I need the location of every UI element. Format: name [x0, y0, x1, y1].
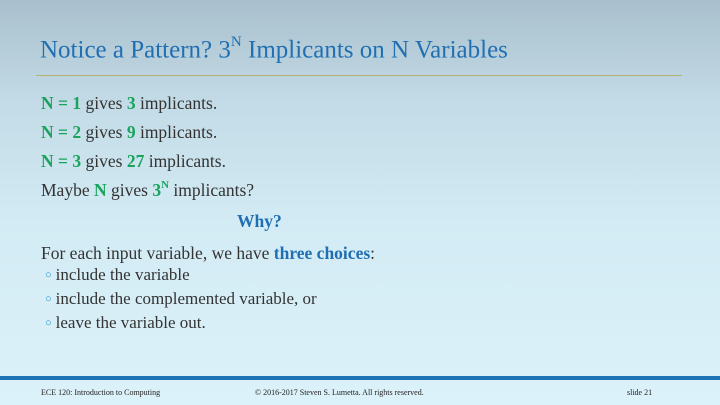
title-prefix: Notice a Pattern? 3	[40, 36, 231, 64]
text: gives	[81, 151, 127, 171]
text: implicants.	[135, 122, 218, 142]
pattern-line-3: N = 3 gives 27 implicants.	[41, 151, 226, 172]
title-superscript: N	[230, 34, 242, 50]
pattern-line-2: N = 2 gives 9 implicants.	[41, 122, 217, 143]
title-suffix: Implicants on N Variables	[241, 36, 508, 64]
bullet-text: leave the variable out.	[55, 313, 206, 332]
maybe-line: Maybe N gives 3N implicants?	[41, 179, 255, 201]
text: implicants?	[169, 180, 255, 200]
n-value: N = 2	[41, 122, 82, 142]
text: implicants.	[135, 93, 218, 113]
footer-copyright: © 2016-2017 Steven S. Lumetta. All right…	[255, 388, 424, 397]
n-value: N	[93, 180, 107, 200]
circle-bullet-icon: ○	[45, 293, 52, 305]
text: Maybe	[41, 180, 94, 200]
bullet-text: include the variable	[55, 265, 190, 284]
choices-intro: For each input variable, we have three c…	[41, 243, 375, 264]
slide-title: Notice a Pattern? 3N Implicants on N Var…	[40, 34, 508, 64]
text: :	[370, 243, 376, 263]
title-divider	[36, 75, 682, 76]
circle-bullet-icon: ○	[45, 317, 52, 329]
text: gives	[106, 180, 153, 200]
circle-bullet-icon: ○	[45, 269, 52, 281]
bullet-item: ○ include the complemented variable, or	[45, 289, 317, 309]
text: gives	[81, 93, 127, 113]
text: implicants.	[144, 151, 226, 171]
count-value: 9	[126, 122, 136, 142]
why-question: Why?	[237, 211, 282, 231]
text: gives	[81, 122, 127, 142]
n-value: N = 1	[41, 93, 82, 113]
bullet-text: include the complemented variable, or	[55, 289, 317, 308]
bullet-item: ○ include the variable	[45, 265, 190, 285]
pattern-line-1: N = 1 gives 3 implicants.	[41, 93, 217, 114]
count-value: 3	[126, 93, 136, 113]
footer-slide-number: slide 21	[627, 388, 653, 397]
power-exponent: N	[161, 179, 170, 192]
footer-bar	[0, 376, 720, 380]
bullet-item: ○ leave the variable out.	[45, 313, 206, 333]
power-base: 3	[152, 180, 162, 200]
text: For each input variable, we have	[41, 243, 274, 263]
n-value: N = 3	[41, 151, 82, 171]
power-expression: 3N	[152, 179, 170, 200]
count-value: 27	[126, 151, 145, 171]
emphasis: three choices	[273, 243, 371, 263]
footer-course: ECE 120: Introduction to Computing	[41, 388, 161, 397]
